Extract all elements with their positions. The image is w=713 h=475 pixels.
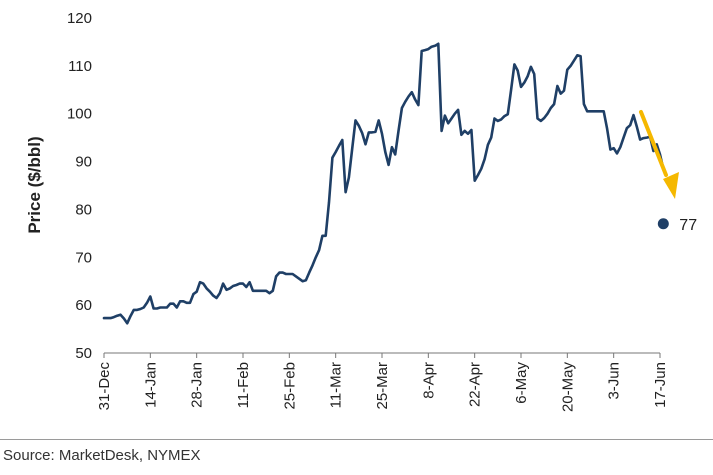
y-tick-label: 50 [75, 345, 92, 362]
y-tick-label: 60 [75, 297, 92, 314]
x-tick-label: 14-Jan [142, 362, 159, 408]
price-end-label: 77 [679, 217, 697, 234]
x-tick-label: 3-Jun [606, 362, 623, 400]
oil-price-chart: 50 60 70 80 90 100 110 120 31-Dec 14-Jan 28-Jan 11… [25, 10, 697, 412]
x-axis-ticks: 31-Dec 14-Jan 28-Jan 11-Feb 25-Feb 11-Mar 25-M… [96, 353, 669, 412]
footer-divider [0, 439, 713, 440]
arrow-head [663, 172, 679, 199]
y-axis-title: Price ($/bbl) [25, 136, 44, 233]
y-axis-ticks: 50 60 70 80 90 100 110 120 [67, 10, 92, 362]
y-tick-label: 90 [75, 154, 92, 171]
x-tick-label: 6-May [513, 362, 530, 404]
price-series-line [102, 42, 665, 325]
x-tick-label: 11-Feb [235, 362, 252, 408]
y-tick-label: 100 [67, 106, 92, 123]
x-tick-label: 20-May [559, 362, 576, 413]
x-tick-label: 17-Jun [652, 362, 669, 408]
x-tick-label: 31-Dec [96, 362, 113, 411]
x-tick-label: 25-Mar [374, 362, 391, 410]
x-tick-label: 28-Jan [189, 362, 206, 408]
x-tick-label: 22-Apr [467, 362, 484, 407]
arrow-shaft [639, 110, 668, 177]
x-tick-label: 25-Feb [281, 362, 298, 410]
y-tick-label: 80 [75, 201, 92, 218]
downtrend-arrow-icon [639, 110, 679, 199]
y-tick-label: 110 [68, 58, 92, 75]
y-tick-label: 120 [67, 10, 92, 27]
x-tick-label: 11-Mar [328, 362, 345, 408]
x-tick-label: 8-Apr [420, 362, 437, 399]
source-note: Source: MarketDesk, NYMEX [3, 447, 201, 464]
price-end-point [657, 218, 669, 230]
y-tick-label: 70 [75, 249, 92, 266]
